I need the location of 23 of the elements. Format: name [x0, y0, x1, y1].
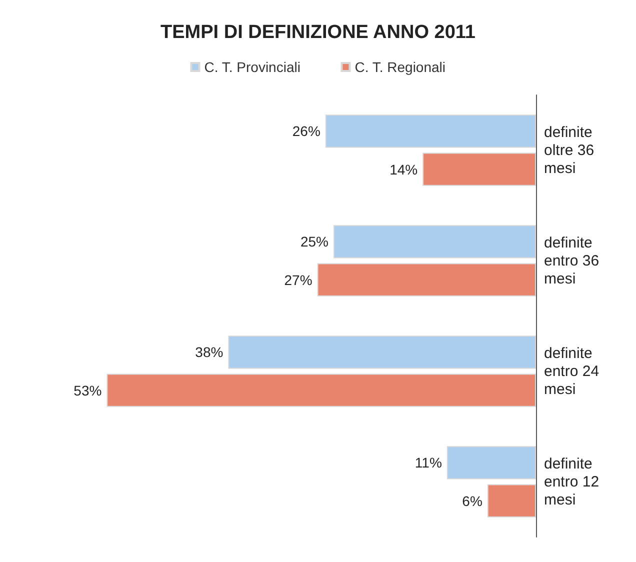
legend-label: C. T. Provinciali [204, 59, 300, 75]
data-label: 53% [74, 382, 102, 398]
data-label: 14% [390, 161, 418, 178]
data-label: 6% [462, 492, 482, 509]
data-label: 11% [414, 454, 442, 471]
bar [487, 484, 536, 518]
data-label: 27% [284, 272, 312, 288]
bar [422, 152, 536, 186]
bar [228, 336, 536, 369]
chart-title: TEMPI DI DEFINIZIONE ANNO 2011 [160, 22, 476, 43]
y-tick-label: definite entro 12 mesi [544, 455, 604, 508]
y-tick-label: definite oltre 36 mesi [544, 124, 598, 177]
bar [325, 114, 536, 148]
data-label: 25% [300, 234, 328, 250]
bar [317, 263, 536, 296]
y-tick-label: definite entro 24 mesi [544, 344, 604, 398]
data-label: 38% [195, 344, 224, 360]
data-label: 26% [292, 123, 320, 140]
bar [334, 225, 536, 258]
bar [106, 374, 536, 407]
y-tick-label: definite entro 36 mesi [544, 234, 604, 288]
bar [446, 446, 536, 480]
legend-label: C. T. Regionali [354, 59, 446, 75]
